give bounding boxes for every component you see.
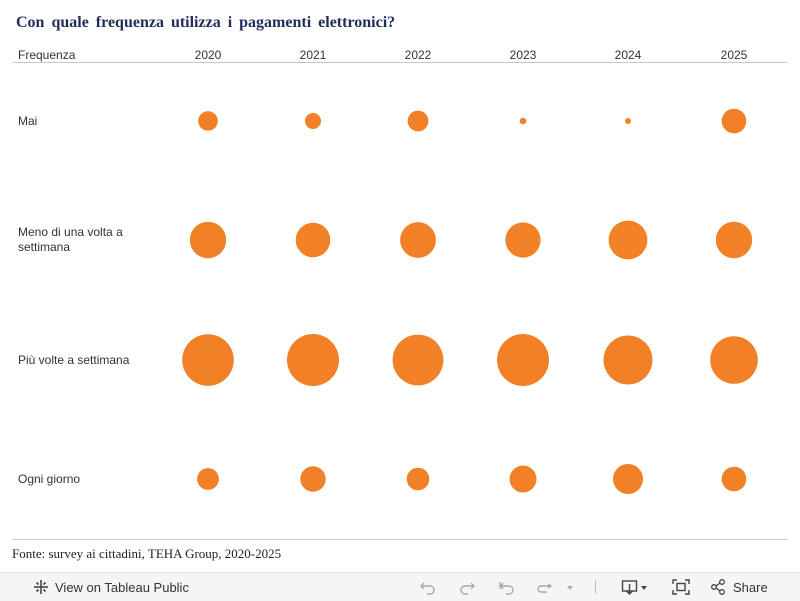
row-header: Frequenza <box>18 48 76 62</box>
revert-icon[interactable] <box>498 573 516 601</box>
bubble-2022[interactable] <box>406 467 430 491</box>
row-label: Mai <box>18 113 38 128</box>
source-note: Fonte: survey ai cittadini, TEHA Group, … <box>12 546 282 561</box>
download-icon[interactable] <box>621 573 649 601</box>
bubble-2021[interactable] <box>287 334 339 386</box>
bubble-2022[interactable] <box>392 334 444 386</box>
share-button[interactable]: Share <box>710 573 768 601</box>
column-label-2021: 2021 <box>299 48 327 62</box>
bubble-chart[interactable] <box>0 40 800 540</box>
footer-divider <box>12 539 788 540</box>
row-label: Meno di una volta a settimana <box>18 225 123 254</box>
bubble-2024[interactable] <box>608 220 648 260</box>
row-label: Più volte a settimana <box>18 352 130 367</box>
bubble-2024[interactable] <box>625 118 631 124</box>
column-label-2025: 2025 <box>720 48 748 62</box>
bubble-2022[interactable] <box>400 222 436 258</box>
dropdown-caret-icon[interactable] <box>565 573 575 601</box>
view-on-tableau-label: View on Tableau Public <box>55 579 189 595</box>
chart-area: Frequenza 2020 2021 2022 2023 2024 2025 Mai Me… <box>0 40 800 540</box>
bubble-2024[interactable] <box>613 464 643 494</box>
tableau-toolbar: View on Tableau Public <box>0 572 800 601</box>
bubble-2025[interactable] <box>715 221 753 259</box>
bubble-2021[interactable] <box>300 466 326 492</box>
bubble-2021[interactable] <box>295 222 331 258</box>
row-label: Ogni giorno <box>18 471 81 486</box>
bubble-2021[interactable] <box>305 113 321 129</box>
redo-icon[interactable] <box>458 573 476 601</box>
refresh-icon[interactable] <box>535 573 553 601</box>
share-label: Share <box>733 579 768 595</box>
bubble-2025[interactable] <box>710 336 758 384</box>
column-label-2022: 2022 <box>404 48 432 62</box>
chart-title: Con quale frequenza utilizza i pagamenti… <box>16 14 396 31</box>
bubble-2023[interactable] <box>509 465 537 493</box>
column-label-2023: 2023 <box>509 48 537 62</box>
tableau-logo-icon <box>33 579 49 595</box>
header-divider <box>12 62 788 63</box>
bubble-2020[interactable] <box>182 334 234 386</box>
bubble-2020[interactable] <box>198 111 218 131</box>
bubble-2024[interactable] <box>603 335 653 385</box>
bubble-2022[interactable] <box>407 110 429 132</box>
bubble-2025[interactable] <box>721 108 747 134</box>
fullscreen-icon[interactable] <box>672 573 690 601</box>
column-label-2020: 2020 <box>194 48 222 62</box>
view-on-tableau-link[interactable]: View on Tableau Public <box>33 573 189 601</box>
bubble-2023[interactable] <box>497 334 549 386</box>
bubble-2023[interactable] <box>505 222 541 258</box>
bubble-2020[interactable] <box>189 221 227 259</box>
share-icon <box>710 579 726 595</box>
column-label-2024: 2024 <box>614 48 642 62</box>
bubble-2020[interactable] <box>197 468 219 490</box>
undo-icon[interactable] <box>419 573 437 601</box>
toolbar-separator <box>595 580 596 594</box>
bubble-2023[interactable] <box>519 117 527 125</box>
bubble-2025[interactable] <box>721 466 747 492</box>
